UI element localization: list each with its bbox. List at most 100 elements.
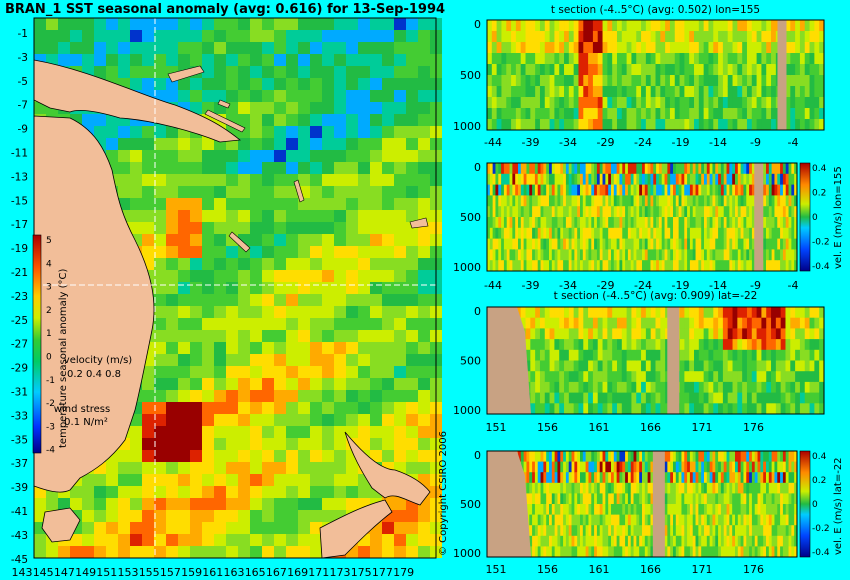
velocity-colorbar-tick: 0.2 bbox=[812, 189, 826, 199]
panel-x-tick: 161 bbox=[589, 563, 610, 576]
land-solomon-islands bbox=[204, 99, 246, 133]
panel-x-tick: -4 bbox=[788, 136, 799, 149]
map-colorbar-tick: -2 bbox=[46, 399, 55, 409]
map-y-tick: -19 bbox=[11, 243, 28, 255]
panel-y-tick: 500 bbox=[460, 355, 481, 368]
map-y-tick: -43 bbox=[11, 530, 28, 542]
map-x-tick: 157 bbox=[160, 566, 181, 579]
velocity-legend-values: 0.2 0.4 0.8 bbox=[67, 369, 121, 380]
map-y-tick: -39 bbox=[11, 482, 28, 494]
panel-side-label: vel. E (m/s) lat=-22 bbox=[833, 457, 844, 555]
land-australia bbox=[33, 115, 155, 493]
panel-y-tick: 0 bbox=[474, 18, 481, 31]
velocity-colorbar-tick: -0.2 bbox=[812, 238, 830, 248]
map-x-tick: 145 bbox=[33, 566, 54, 579]
land-fiji bbox=[409, 217, 429, 229]
panel-x-tick: 171 bbox=[692, 421, 713, 434]
map-colorbar-tick: 2 bbox=[46, 306, 52, 316]
velocity-legend-title: velocity (m/s) bbox=[64, 355, 132, 366]
section-land bbox=[487, 451, 531, 557]
panel-x-tick: -9 bbox=[750, 279, 761, 292]
map-colorbar-tick: -1 bbox=[46, 376, 55, 386]
land-new-guinea bbox=[33, 59, 242, 143]
map-x-tick: 161 bbox=[202, 566, 223, 579]
velocity-colorbar-tick: 0.4 bbox=[812, 164, 827, 174]
panel-y-tick: 0 bbox=[474, 305, 481, 318]
panel-x-tick: -39 bbox=[522, 279, 540, 292]
copyright: © Copyright CSIRO 2006 bbox=[438, 431, 449, 556]
wind-legend-value: 0.1 N/m² bbox=[64, 417, 108, 428]
map-y-tick: -15 bbox=[11, 195, 28, 207]
map-x-tick: 179 bbox=[393, 566, 414, 579]
panel-x-tick: -9 bbox=[750, 136, 761, 149]
map-x-tick: 169 bbox=[287, 566, 308, 579]
panel-x-tick: -44 bbox=[484, 136, 502, 149]
map-x-tick: 149 bbox=[75, 566, 96, 579]
velocity-colorbar bbox=[799, 450, 811, 558]
map-x-tick: 173 bbox=[330, 566, 351, 579]
panel-x-tick: -19 bbox=[672, 279, 690, 292]
panel-y-tick: 500 bbox=[460, 211, 481, 224]
map-x-tick: 155 bbox=[139, 566, 160, 579]
map-y-tick: -31 bbox=[11, 387, 28, 399]
section-land bbox=[487, 307, 531, 414]
map-colorbar: 5 4 3 2 1 0 -1 -2 -3 -4 temperature seasonal anom… bbox=[32, 234, 69, 456]
section-land bbox=[754, 163, 764, 271]
map-y-tick: -1 bbox=[18, 28, 28, 40]
map-y-tick: -23 bbox=[11, 291, 28, 303]
map-plot bbox=[33, 17, 442, 559]
map-y-tick: -5 bbox=[18, 76, 28, 88]
map-y-tick: -29 bbox=[11, 363, 28, 375]
land-new-zealand-south bbox=[319, 499, 393, 559]
panel-x-tick: -34 bbox=[559, 279, 577, 292]
panel-x-tick: -24 bbox=[634, 136, 652, 149]
map-y-tick: -41 bbox=[11, 506, 28, 518]
map-x-tick: 175 bbox=[351, 566, 372, 579]
panel-x-tick: -19 bbox=[672, 136, 690, 149]
map-colorbar-tick: -4 bbox=[46, 446, 55, 456]
velocity-colorbar-tick: 0.4 bbox=[812, 452, 827, 462]
map-colorbar-tick: 4 bbox=[46, 259, 52, 269]
map-x-tick: 171 bbox=[308, 566, 329, 579]
panel-x-tick: -29 bbox=[597, 279, 615, 292]
panel-x-tick: -34 bbox=[559, 136, 577, 149]
map-y-tick: -3 bbox=[18, 52, 28, 64]
panel-y-tick: 1000 bbox=[453, 261, 481, 274]
map-y-tick: -25 bbox=[11, 315, 28, 327]
section-land bbox=[777, 20, 787, 130]
map-y-tick: -33 bbox=[11, 410, 28, 422]
velocity-colorbar-tick: 0 bbox=[812, 213, 818, 223]
velocity-colorbar-tick: 0 bbox=[812, 500, 818, 510]
map-x-tick: 167 bbox=[266, 566, 287, 579]
section-land bbox=[652, 451, 665, 557]
panel-x-tick: 166 bbox=[640, 563, 661, 576]
land-vanuatu bbox=[293, 179, 305, 203]
panel-y-tick: 500 bbox=[460, 69, 481, 82]
map-x-tick: 177 bbox=[372, 566, 393, 579]
map-y-tick: -17 bbox=[11, 219, 28, 231]
map-x-tick: 147 bbox=[54, 566, 75, 579]
map-x-tick: 165 bbox=[245, 566, 266, 579]
map-x-tick: 153 bbox=[118, 566, 139, 579]
map-x-tick: 163 bbox=[224, 566, 245, 579]
panel-x-tick: -29 bbox=[597, 136, 615, 149]
panel-x-tick: 171 bbox=[692, 563, 713, 576]
panel-title: t section (-4..5°C) (avg: 0.909) lat=-22 bbox=[554, 290, 758, 302]
map-y-tick: -11 bbox=[11, 148, 28, 160]
section-land bbox=[667, 307, 680, 414]
panel-x-tick: -39 bbox=[522, 136, 540, 149]
velocity-colorbar-tick: -0.4 bbox=[812, 262, 830, 272]
map-x-axis: 143 145 147 149 151 153 155 157 159 161 163 165 167 1… bbox=[12, 566, 415, 579]
map-colorbar-tick: 3 bbox=[46, 283, 52, 293]
map-y-tick: -9 bbox=[18, 124, 28, 136]
land-tasmania bbox=[41, 507, 81, 543]
section-panel-2: 0 500 1000-44 -39 -34 -29 -24 -19 -14 -9 -4 0.4 0.2 0… bbox=[453, 161, 844, 292]
map-y-tick: -37 bbox=[11, 458, 28, 470]
panel-x-tick: 161 bbox=[589, 421, 610, 434]
land-new-britain bbox=[167, 65, 205, 83]
map-y-tick: -13 bbox=[11, 171, 28, 183]
section-panel-3: t section (-4..5°C) (avg: 0.909) lat=-22… bbox=[453, 290, 825, 434]
wind-legend: wind stress 0.1 N/m² bbox=[54, 404, 110, 428]
panel-side-label: vel. E (m/s) lon=155 bbox=[833, 166, 844, 269]
